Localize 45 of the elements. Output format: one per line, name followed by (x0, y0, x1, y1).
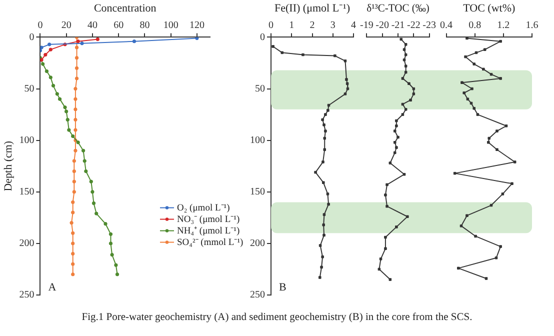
x-tick-label: 100 (163, 20, 178, 31)
y-tick-label: 150 (19, 186, 34, 198)
x-axis-title: δ¹³C-TOC (‰) (366, 2, 430, 15)
x-tick-label: 2 (310, 20, 315, 31)
y-tick-label: 150 (250, 186, 265, 198)
x-tick-label: 3 (330, 20, 336, 31)
y-tick-label: 250 (19, 290, 34, 301)
y-tick-label: 0 (260, 32, 265, 43)
y-axis-title: Depth (cm) (2, 140, 14, 192)
annotation: A (48, 281, 56, 294)
x-tick-label: 40 (87, 20, 98, 31)
y-tick-label: 200 (250, 238, 265, 250)
x-tick-label: 1.6 (526, 20, 538, 31)
x-tick-label: -23 (422, 20, 436, 31)
legend-label: NH₄⁺ (μmol L⁻¹) (177, 226, 240, 236)
y-tick-label: 50 (24, 83, 34, 94)
x-tick-label: 20 (61, 20, 72, 31)
x-tick-label: -20 (376, 20, 390, 31)
x-tick-label: 1 (289, 20, 294, 31)
x-tick-label: -21 (391, 20, 405, 31)
x-tick-label: 0 (268, 20, 274, 31)
x-tick-label: 120 (189, 20, 204, 31)
y-tick-label: 0 (29, 32, 34, 43)
y-tick-label: 250 (250, 290, 265, 301)
x-axis-title: Concentration (94, 2, 157, 14)
x-tick-label: 0.4 (440, 20, 452, 31)
y-tick-label: 50 (255, 83, 265, 94)
x-axis-title: Fe(II) (μmol L⁻¹) (274, 2, 350, 14)
legend-label: SO₄²⁻ (mmol L⁻¹) (177, 238, 244, 248)
y-tick-label: 100 (19, 134, 34, 146)
x-tick-label: -22 (406, 20, 420, 31)
x-tick-label: 4 (351, 20, 356, 31)
x-tick-label: 1.2 (497, 20, 510, 31)
x-tick-label: -19 (360, 20, 374, 31)
x-tick-label: 60 (114, 20, 124, 31)
annotation: B (279, 281, 286, 294)
legend-label: NO₃⁻ (μmol L⁻¹) (177, 214, 240, 225)
caption: Fig.1 Pore-water geochemistry (A) and sediment geochemistry (B) in the core from the SCS. (80, 312, 474, 323)
x-tick-label: 0 (38, 20, 43, 31)
legend-label: O₂ (μmol L⁻¹) (177, 203, 230, 214)
x-tick-label: 0.8 (468, 20, 482, 31)
y-tick-label: 200 (19, 238, 34, 250)
x-axis-title: TOC (wt%) (463, 2, 516, 14)
x-tick-label: 80 (140, 20, 150, 31)
y-tick-label: 100 (250, 134, 265, 146)
